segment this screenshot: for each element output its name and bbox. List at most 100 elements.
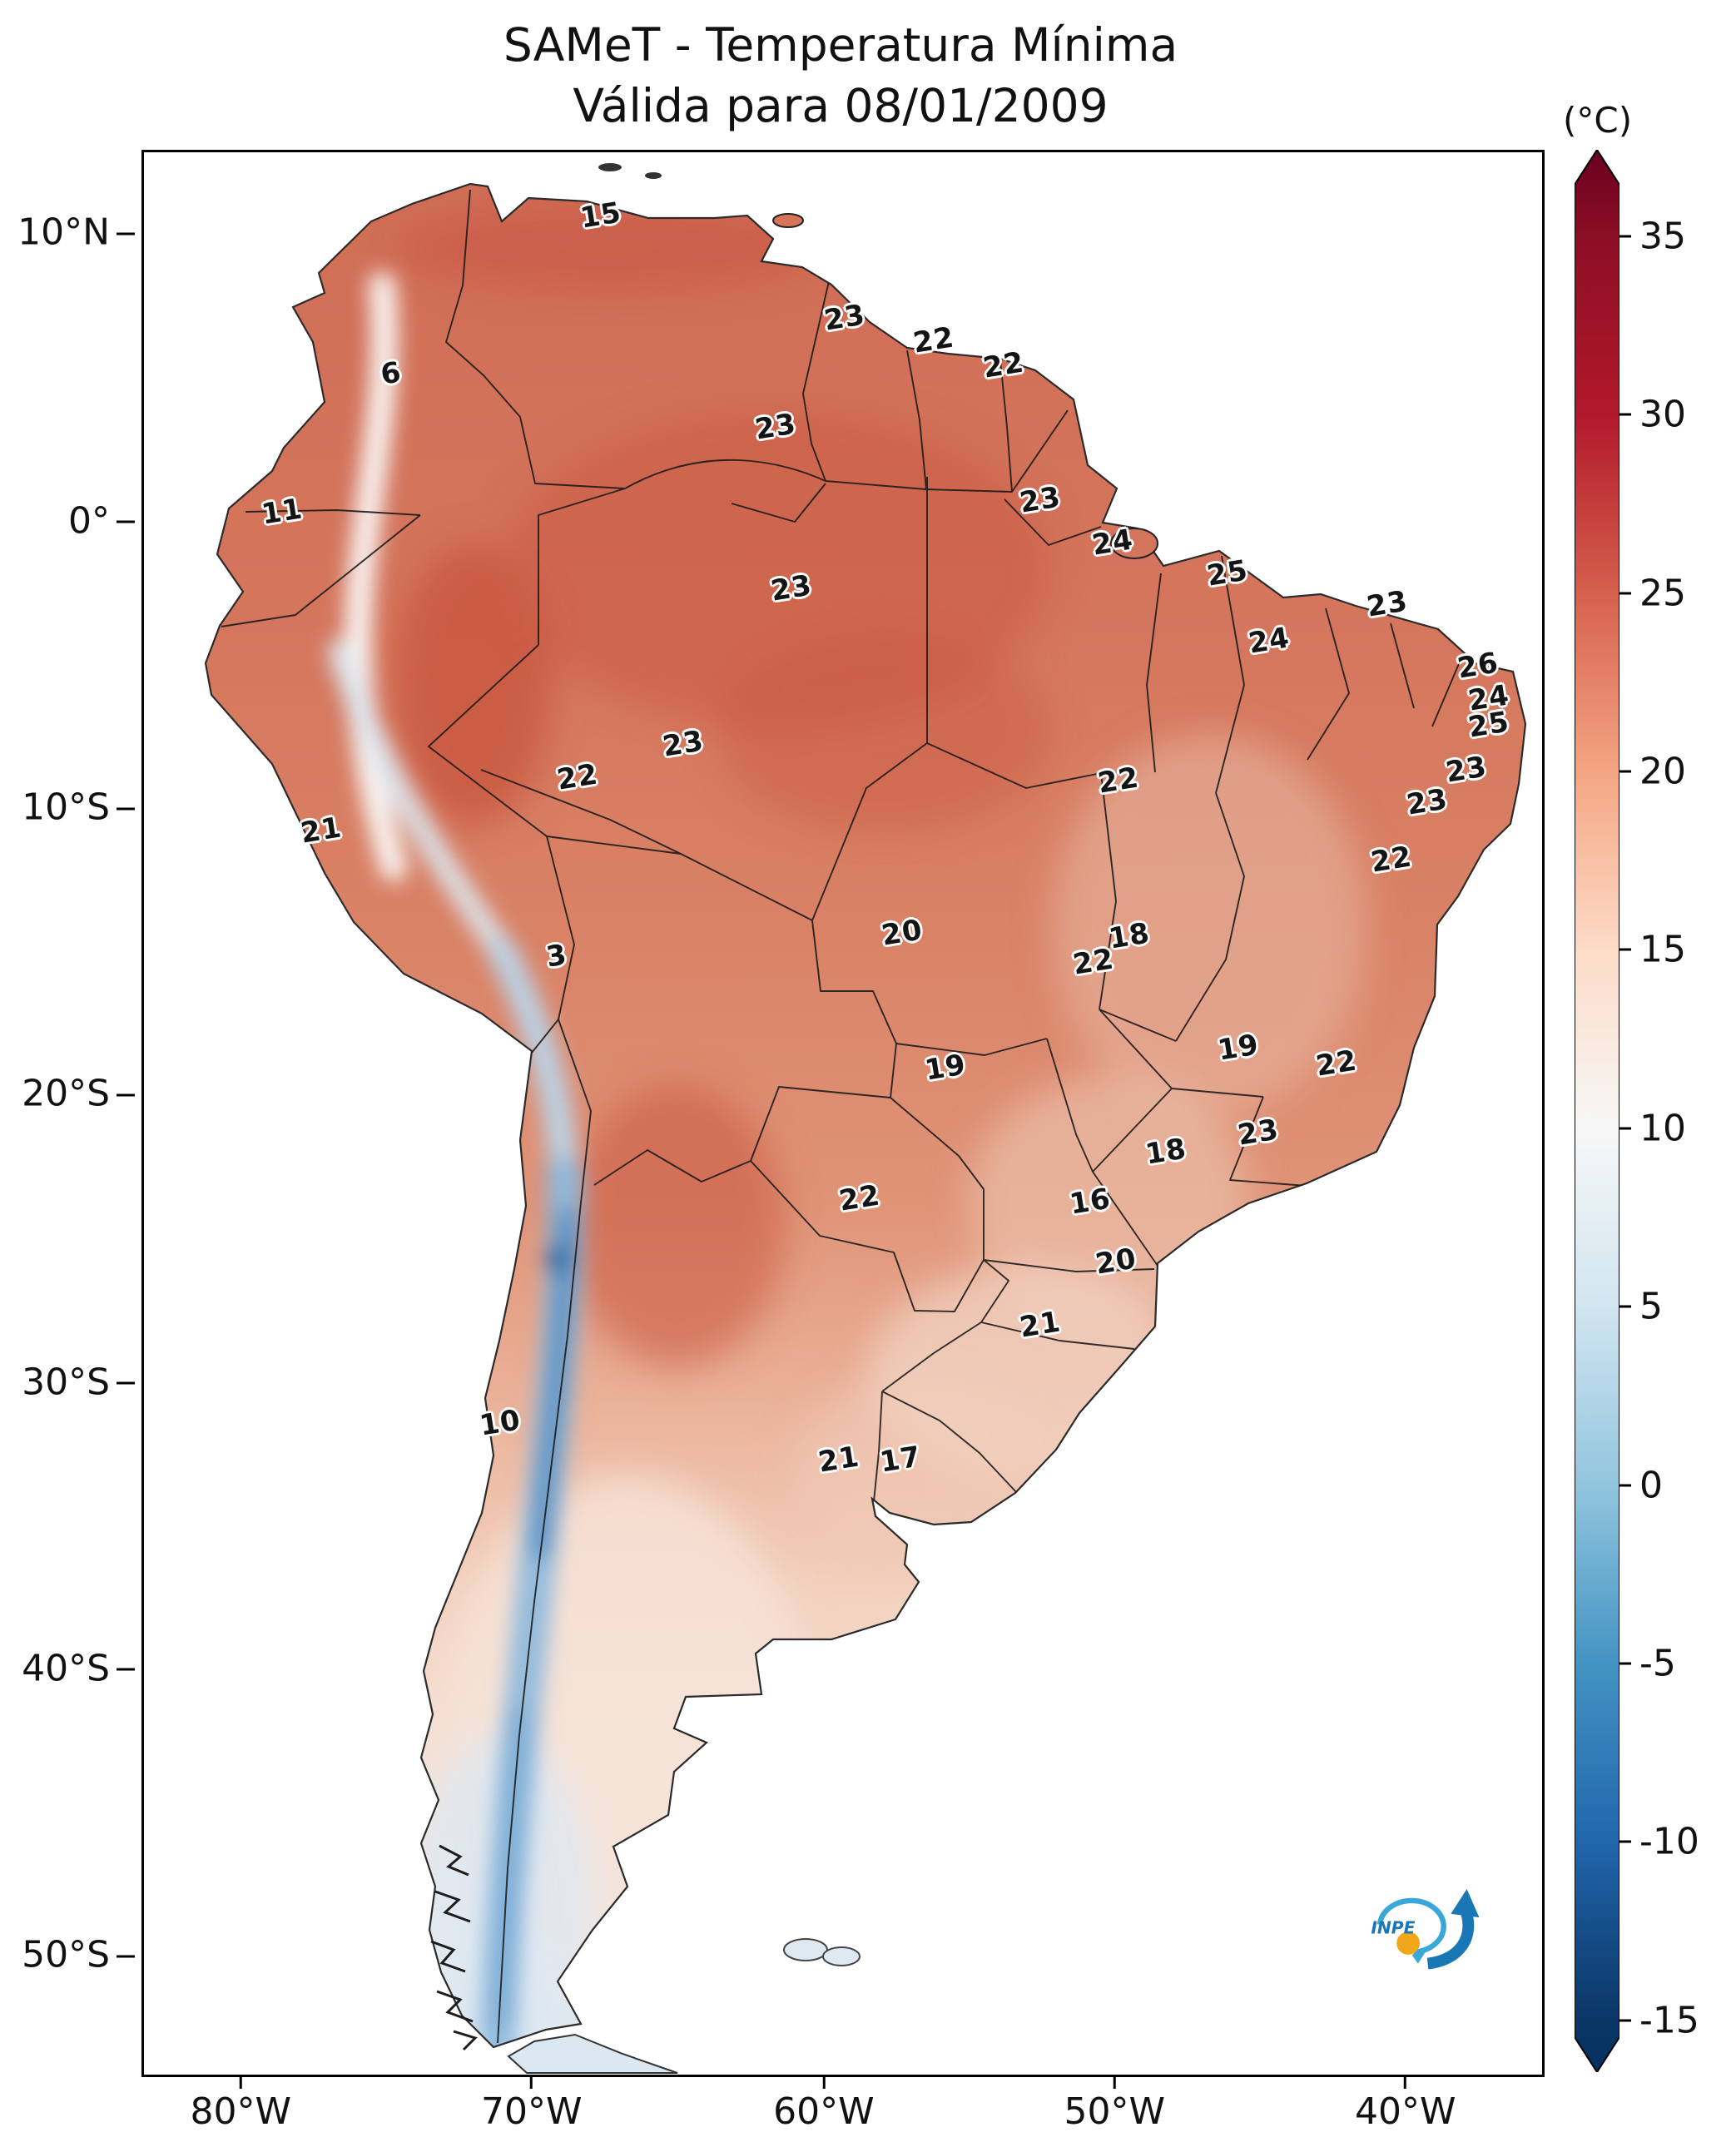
- title-line-2: Válida para 08/01/2009: [573, 78, 1109, 132]
- colorbar-tick: 35: [1619, 215, 1686, 257]
- temperature-label: 25: [1466, 705, 1512, 745]
- colorbar-tick-mark: [1619, 2019, 1631, 2022]
- colorbar-tick: -5: [1619, 1642, 1676, 1684]
- colorbar-tick-label: 10: [1639, 1107, 1686, 1150]
- temperature-label: 23: [752, 407, 799, 447]
- temperature-label: 23: [1017, 480, 1064, 520]
- y-axis-tick-label: 20°S: [22, 1072, 135, 1115]
- islands: [507, 163, 1158, 2074]
- colorbar: [1574, 148, 1620, 2074]
- temperature-label: 22: [1313, 1044, 1360, 1083]
- x-axis-tick-label: 60°W: [773, 2090, 875, 2133]
- colorbar-tick-mark: [1619, 1662, 1631, 1665]
- temperature-label: 19: [922, 1047, 969, 1088]
- political-borders: [221, 189, 1461, 2044]
- colorbar-tick: 0: [1619, 1464, 1663, 1506]
- temperature-labels-layer: 15 23 22 22 6 23 11 23 24 25 23 23 24 26 24 25 23 23 22 22 2…: [144, 152, 1542, 2075]
- x-axis-tick-label: 80°W: [190, 2090, 292, 2133]
- colorbar-tick-mark: [1619, 1840, 1631, 1843]
- x-axis-tick-label: 50°W: [1064, 2090, 1166, 2133]
- y-axis-tick-label: 30°S: [22, 1361, 135, 1404]
- colorbar-tick-mark: [1619, 413, 1631, 416]
- colorbar-tick-mark: [1619, 592, 1631, 595]
- temperature-label: 17: [877, 1440, 924, 1480]
- temperature-label: 24: [1246, 621, 1292, 661]
- colorbar-tick: 30: [1619, 394, 1686, 436]
- temperature-label: 6: [379, 355, 404, 392]
- colorbar-tick-label: 35: [1639, 215, 1686, 258]
- temperature-label: 23: [660, 724, 707, 765]
- temperature-label: 23: [768, 568, 815, 608]
- colorbar-tick: 25: [1619, 572, 1686, 614]
- temperature-label: 22: [554, 757, 601, 797]
- colorbar-tick-label: 5: [1639, 1285, 1663, 1328]
- colorbar-tick-label: 0: [1639, 1464, 1663, 1507]
- temperature-label: 21: [298, 811, 345, 851]
- colorbar-tick: -10: [1619, 1821, 1699, 1863]
- colorbar-tick-mark: [1619, 235, 1631, 238]
- temperature-label: 22: [980, 345, 1027, 386]
- colorbar-tick-label: 15: [1639, 928, 1686, 971]
- colorbar-tick: 20: [1619, 751, 1686, 793]
- temperature-label: 15: [578, 196, 624, 236]
- temperature-label: 22: [1095, 761, 1142, 801]
- inpe-logo: INPE: [1353, 1872, 1486, 1985]
- temperature-label: 21: [816, 1440, 862, 1480]
- temperature-label: 23: [821, 298, 868, 338]
- logo-swirl: [1377, 1898, 1447, 1956]
- colorbar-gradient-bar: [1574, 148, 1620, 2074]
- colorbar-tick-label: -5: [1639, 1642, 1676, 1685]
- temperature-label: 23: [1235, 1113, 1282, 1153]
- logo-text: INPE: [1371, 1918, 1416, 1938]
- y-axis-tick-label: 10°S: [22, 786, 135, 829]
- temperature-label: 10: [477, 1403, 523, 1443]
- temperature-label: 20: [879, 913, 925, 953]
- y-axis-tick-label: 40°S: [22, 1647, 135, 1690]
- y-axis-tick-label: 0°: [68, 499, 135, 543]
- temperature-label: 22: [1070, 941, 1117, 982]
- colorbar-tick-mark: [1619, 1484, 1631, 1487]
- colorbar-tick: 15: [1619, 929, 1686, 971]
- temperature-label: 22: [836, 1178, 883, 1218]
- temperature-label: 23: [1364, 584, 1411, 624]
- colorbar-tick-mark: [1619, 1305, 1631, 1308]
- x-axis: 80°W 70°W 60°W 50°W 40°W: [141, 2077, 1540, 2144]
- colorbar-unit-label: (°C): [1563, 100, 1633, 141]
- y-axis-tick-label: 50°S: [22, 1933, 135, 1976]
- x-axis-tick-label: 70°W: [480, 2090, 583, 2133]
- temperature-label: 20: [1093, 1242, 1139, 1282]
- temperature-label: 21: [1017, 1305, 1064, 1345]
- fjords-texture: [430, 1844, 478, 2051]
- temperature-label: 22: [910, 320, 957, 360]
- colorbar-tick-mark: [1619, 1127, 1631, 1130]
- logo-orange-dot: [1396, 1931, 1421, 1956]
- temperature-label: 19: [1215, 1028, 1262, 1069]
- colorbar-tick: -15: [1619, 1999, 1699, 2041]
- colorbar-tick: 5: [1619, 1286, 1663, 1328]
- temperature-label: 26: [1455, 646, 1501, 686]
- y-axis: 10°N 0° 10°S 20°S 30°S 40°S 50°S: [0, 150, 140, 2072]
- title-line-1: SAMeT - Temperatura Mínima: [503, 18, 1178, 72]
- temperature-label: 16: [1067, 1182, 1114, 1222]
- colorbar-tick-label: -10: [1639, 1820, 1699, 1863]
- south-america-temperature-map: [204, 163, 1527, 2074]
- colorbar-ticks: 35 30 25 20 15 10 5 0 -5 -10 -15: [1619, 150, 1736, 2072]
- temperature-label: 25: [1204, 553, 1251, 593]
- map-plot-area: 15 23 22 22 6 23 11 23 24 25 23 23 24 26 24 25 23 23 22 22 2…: [141, 150, 1545, 2077]
- temperature-label: 18: [1143, 1132, 1189, 1172]
- temperature-label: 23: [1443, 749, 1490, 790]
- temperature-label: 23: [1404, 782, 1451, 822]
- colorbar-tick-label: 25: [1639, 572, 1686, 615]
- colorbar-tick-label: 20: [1639, 750, 1686, 793]
- temperature-label: 11: [259, 492, 305, 532]
- figure-title: SAMeT - Temperatura Mínima Válida para 0…: [141, 15, 1540, 136]
- temperature-label: 18: [1106, 916, 1153, 957]
- x-axis-tick-label: 40°W: [1354, 2090, 1456, 2133]
- colorbar-tick-mark: [1619, 770, 1631, 773]
- colorbar-tick-mark: [1619, 948, 1631, 951]
- temperature-label: 22: [1368, 840, 1415, 880]
- y-axis-tick-label: 10°N: [17, 211, 135, 254]
- temperature-label: 3: [543, 937, 569, 974]
- colorbar-tick-label: 30: [1639, 393, 1686, 436]
- temperature-label: 24: [1089, 523, 1136, 563]
